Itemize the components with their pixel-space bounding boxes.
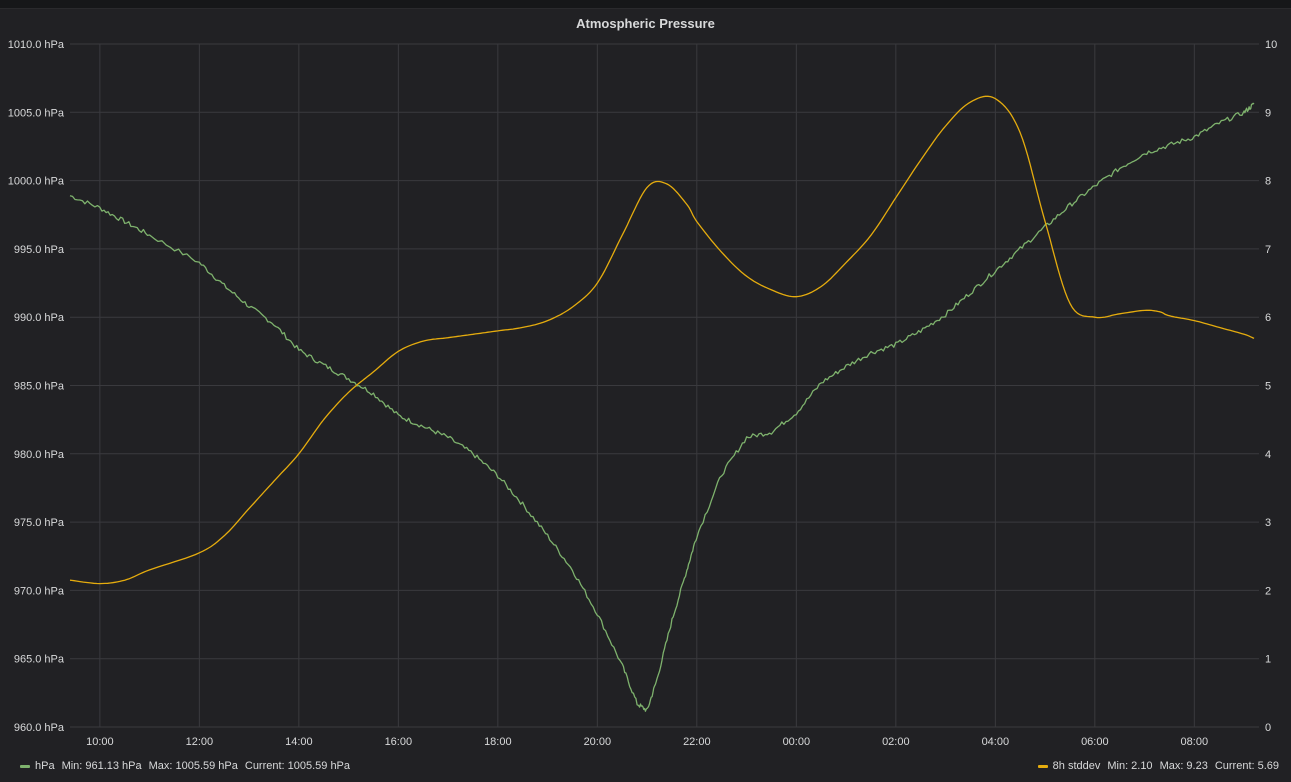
y-left-tick-label: 985.0 hPa — [14, 381, 65, 393]
legend-current-value: 5.69 — [1257, 760, 1279, 772]
y-right-tick-label: 10 — [1265, 39, 1277, 51]
legend-min-value: 2.10 — [1131, 760, 1153, 772]
right-y-axis: 0 1 2 3 4 5 6 7 8 9 10 — [1265, 39, 1277, 734]
x-tick-label: 22:00 — [683, 736, 711, 748]
legend-max-label: Max: — [148, 760, 173, 772]
y-right-tick-label: 6 — [1265, 312, 1271, 324]
y-right-tick-label: 0 — [1265, 722, 1271, 734]
y-right-tick-label: 8 — [1265, 176, 1271, 188]
pressure-chart[interactable]: 960.0 hPa 965.0 hPa 970.0 hPa 975.0 hPa 980.… — [0, 9, 1291, 754]
legend-min-label: Min: — [61, 760, 83, 772]
y-left-tick-label: 975.0 hPa — [14, 517, 65, 529]
legend-series-name: hPa — [35, 760, 55, 772]
x-tick-label: 10:00 — [86, 736, 114, 748]
legend-series-name: 8h stddev — [1052, 760, 1101, 772]
y-left-tick-label: 965.0 hPa — [14, 654, 65, 666]
legend-max-label: Max: — [1159, 760, 1184, 772]
series-line-hpa[interactable] — [69, 102, 1255, 712]
series-line-stddev[interactable] — [69, 95, 1255, 585]
x-tick-label: 20:00 — [584, 736, 612, 748]
y-right-tick-label: 5 — [1265, 381, 1271, 393]
x-tick-label: 00:00 — [783, 736, 811, 748]
grid — [70, 43, 1259, 728]
y-right-tick-label: 2 — [1265, 585, 1271, 597]
y-left-tick-label: 980.0 hPa — [14, 449, 65, 461]
y-right-tick-label: 3 — [1265, 517, 1271, 529]
legend-swatch-stddev — [1037, 764, 1048, 768]
y-right-tick-label: 9 — [1265, 107, 1271, 119]
left-y-axis: 960.0 hPa 965.0 hPa 970.0 hPa 975.0 hPa 980.… — [8, 39, 65, 734]
y-right-tick-label: 4 — [1265, 449, 1271, 461]
x-tick-label: 16:00 — [385, 736, 413, 748]
y-left-tick-label: 960.0 hPa — [14, 722, 65, 734]
x-tick-label: 14:00 — [285, 736, 313, 748]
legend-max-value: 1005.59 hPa — [175, 760, 238, 772]
legend-current-value: 1005.59 hPa — [287, 760, 351, 772]
y-left-tick-label: 970.0 hPa — [14, 585, 65, 597]
legend-min-value: 961.13 hPa — [85, 760, 142, 772]
x-tick-label: 18:00 — [484, 736, 512, 748]
graph-panel: Atmospheric Pressure 960.0 hPa 965.0 hPa 9… — [0, 8, 1291, 782]
x-tick-label: 12:00 — [186, 736, 214, 748]
y-left-tick-label: 990.0 hPa — [14, 312, 65, 324]
legend-swatch-hpa — [20, 764, 30, 768]
y-left-tick-label: 1005.0 hPa — [8, 107, 65, 119]
x-tick-label: 06:00 — [1081, 736, 1109, 748]
y-left-tick-label: 1000.0 hPa — [8, 176, 65, 188]
x-tick-label: 08:00 — [1181, 736, 1209, 748]
panel-title[interactable]: Atmospheric Pressure — [576, 16, 715, 31]
series-lines — [69, 95, 1255, 712]
y-left-tick-label: 995.0 hPa — [14, 244, 65, 256]
legend-current-label: Current: — [1214, 760, 1255, 772]
legend-max-value: 9.23 — [1186, 760, 1208, 772]
legend-stddev[interactable]: 8h stddev Min: 2.10 Max: 9.23 Current: 5.69 — [1037, 760, 1279, 772]
y-right-tick-label: 7 — [1265, 244, 1271, 256]
legend-hpa[interactable]: hPa Min: 961.13 hPa Max: 1005.59 hPa Curre… — [20, 760, 350, 772]
x-axis: 10:00 12:00 14:00 16:00 18:00 20:00 22:00 00:00… — [86, 736, 1208, 748]
x-tick-label: 02:00 — [882, 736, 910, 748]
y-left-tick-label: 1010.0 hPa — [8, 39, 65, 51]
y-right-tick-label: 1 — [1265, 654, 1271, 666]
legend-min-label: Min: — [1107, 760, 1129, 772]
legend-current-label: Current: — [244, 760, 285, 772]
x-tick-label: 04:00 — [982, 736, 1010, 748]
